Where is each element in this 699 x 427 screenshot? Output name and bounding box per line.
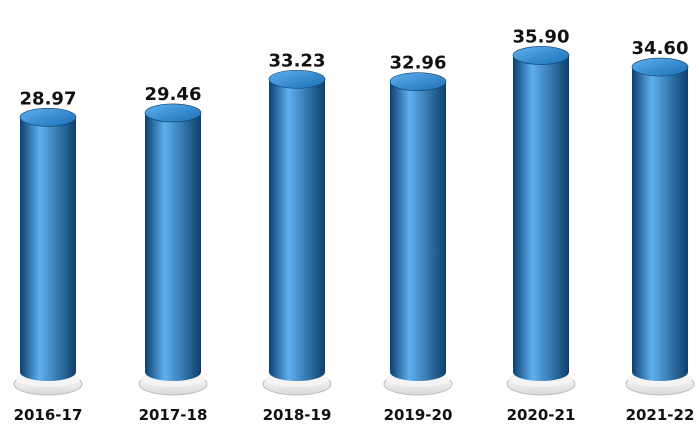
bar-top: [144, 103, 202, 123]
x-tick-label: 2019-20: [384, 406, 453, 424]
bar: [269, 79, 325, 381]
bar: [632, 67, 688, 381]
bar: [20, 117, 76, 381]
bar: [513, 55, 569, 382]
bar-top: [512, 46, 570, 65]
bar-top: [631, 57, 689, 77]
data-label: 29.46: [145, 84, 202, 105]
bars-group: 28.97 2016-17 29.46 2017-18 33.23 2018-19 32.9…: [13, 26, 695, 424]
bar-top: [19, 107, 77, 127]
x-tick-label: 2018-19: [263, 406, 332, 424]
x-tick-label: 2020-21: [507, 406, 576, 424]
bar: [390, 81, 446, 381]
bar: [145, 112, 201, 381]
data-label: 35.90: [513, 26, 570, 47]
bar-top: [268, 69, 326, 89]
bar-top: [389, 72, 447, 91]
data-label: 28.97: [20, 88, 77, 109]
x-tick-label: 2016-17: [14, 406, 83, 424]
x-tick-label: 2017-18: [139, 406, 208, 424]
data-label: 34.60: [632, 38, 689, 59]
data-label: 32.96: [390, 53, 447, 74]
x-tick-label: 2021-22: [626, 406, 695, 424]
data-label: 33.23: [269, 50, 326, 71]
